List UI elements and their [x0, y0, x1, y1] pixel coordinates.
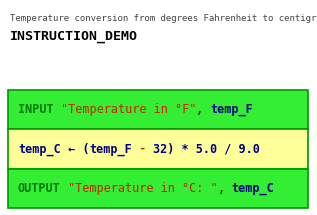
Text: ,: ,	[217, 182, 232, 195]
Text: -: -	[132, 143, 153, 155]
Text: temp_C: temp_C	[18, 143, 61, 155]
Text: "Temperature in °F": "Temperature in °F"	[61, 103, 196, 116]
Text: OUTPUT: OUTPUT	[18, 182, 61, 195]
Text: "Temperature in °C: ": "Temperature in °C: "	[68, 182, 217, 195]
Text: INPUT: INPUT	[18, 103, 54, 116]
Text: temp_F: temp_F	[210, 103, 253, 116]
Bar	[8, 129, 308, 169]
Text: INSTRUCTION_DEMO: INSTRUCTION_DEMO	[10, 30, 138, 43]
Text: temp_F: temp_F	[89, 143, 132, 155]
Text: 32) * 5.0 / 9.0: 32) * 5.0 / 9.0	[153, 143, 260, 155]
Bar	[8, 90, 308, 129]
Text: temp_C: temp_C	[232, 182, 275, 195]
Text: ,: ,	[196, 103, 210, 116]
Text: Temperature conversion from degrees Fahrenheit to centigrade: Temperature conversion from degrees Fahr…	[10, 14, 317, 23]
Bar	[8, 169, 308, 208]
Text: ← (: ← (	[61, 143, 89, 155]
